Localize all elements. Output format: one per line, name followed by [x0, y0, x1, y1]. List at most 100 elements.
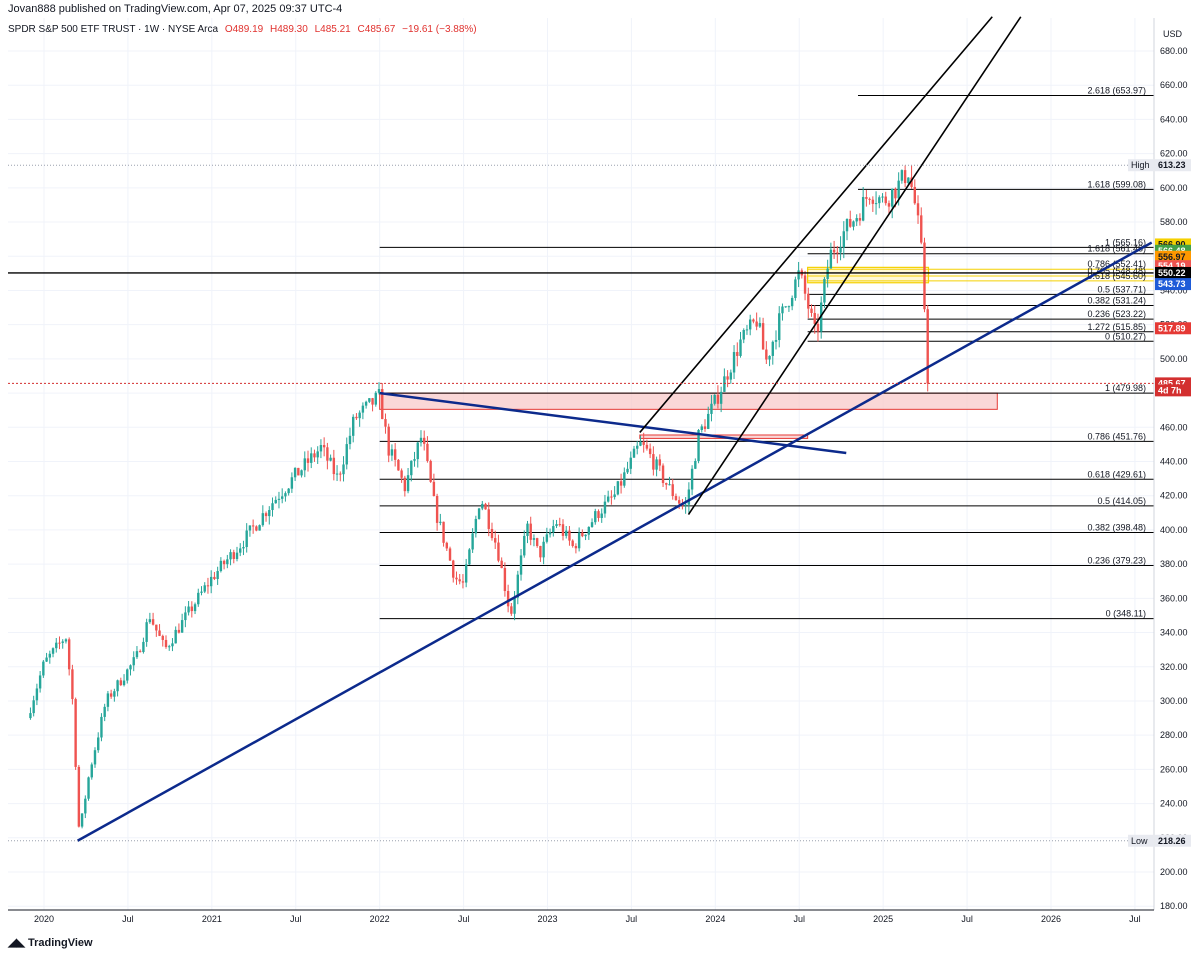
published-text: Jovan888 published on TradingView.com, A… — [8, 3, 343, 15]
price-tick-label: 180.00 — [1160, 901, 1188, 911]
price-tag: 543.73 — [1158, 279, 1186, 289]
candle-body — [510, 606, 513, 614]
candle-body — [923, 242, 926, 310]
candle-body — [464, 564, 468, 583]
candle-body — [765, 349, 768, 360]
price-tag-prefix-bg — [1128, 834, 1154, 847]
candle-body — [29, 713, 32, 719]
candle-body — [268, 510, 271, 517]
candle-body — [823, 278, 826, 303]
candle-body — [891, 188, 894, 207]
candle-body — [584, 534, 587, 537]
fib-label: 0.382 (398.48) — [1087, 523, 1146, 533]
candle-body — [845, 218, 849, 232]
candle-body — [355, 416, 358, 419]
candle-body — [397, 459, 400, 471]
candle-body — [655, 459, 658, 470]
candle-body — [87, 777, 90, 799]
candle-body — [739, 339, 742, 356]
fib-label: 1.272 (515.85) — [1087, 322, 1146, 332]
candle-body — [116, 680, 119, 692]
candle-body — [639, 441, 642, 446]
candle-body — [677, 500, 681, 504]
candle-body — [787, 306, 791, 308]
candle-body — [858, 218, 862, 221]
fib-label: 0.5 (414.05) — [1097, 496, 1146, 506]
candle-body — [852, 221, 855, 227]
candle-body — [548, 532, 552, 535]
candle-body — [803, 275, 807, 294]
price-tick-label: 540.00 — [1160, 285, 1188, 295]
candle-body — [287, 488, 290, 494]
candle-body — [97, 737, 100, 751]
candle-body — [339, 473, 342, 475]
price-tag-prefix: High — [1131, 160, 1150, 170]
candle-body — [142, 641, 145, 652]
candle-body — [878, 197, 881, 204]
candle-body — [345, 444, 348, 465]
fib-label: 0.786 (552.41) — [1087, 259, 1146, 269]
candle-body — [619, 481, 623, 486]
candle-body — [216, 571, 219, 580]
candle-body — [84, 798, 87, 814]
time-tick-label: 2020 — [34, 914, 54, 924]
candle-body — [742, 329, 745, 340]
candle-body — [684, 504, 687, 506]
candle-body — [690, 468, 694, 490]
candle-body — [839, 247, 842, 253]
candle-body — [303, 458, 306, 471]
candle-body — [529, 523, 532, 540]
candle-body — [794, 279, 797, 298]
candle-body — [35, 688, 39, 701]
price-tick-label: 580.00 — [1160, 217, 1188, 227]
candle-body — [829, 249, 833, 269]
candle-body — [313, 453, 316, 458]
fib-label: 1.618 (599.08) — [1087, 179, 1146, 189]
candle-body — [300, 470, 303, 476]
candle-body — [203, 585, 206, 592]
candle-body — [658, 459, 662, 466]
price-tag-bg — [1155, 384, 1191, 397]
candle-body — [342, 464, 345, 475]
candle-body — [652, 454, 655, 470]
candle-body — [674, 496, 678, 501]
candle-body — [516, 574, 520, 598]
candle-body — [894, 188, 897, 199]
time-tick-label: 2024 — [705, 914, 725, 924]
fib-label: 0.705 (548.48) — [1087, 266, 1146, 276]
channel-line — [639, 16, 993, 433]
candle-body — [642, 441, 645, 445]
fib-label: 0.236 (379.23) — [1087, 555, 1146, 565]
candle-body — [316, 451, 319, 458]
price-tag: 485.67 — [1158, 378, 1186, 388]
candle-body — [913, 186, 916, 204]
candle-body — [645, 444, 649, 449]
fib-label: 0.5 (537.71) — [1097, 284, 1146, 294]
candle-body — [348, 435, 352, 445]
candle-body — [784, 306, 787, 308]
candle-body — [138, 651, 142, 653]
candle-body — [842, 231, 845, 248]
symbol-name: SPDR S&P 500 ETF TRUST · 1W · NYSE Arca — [8, 24, 219, 35]
candle-body — [697, 430, 700, 462]
candle-body — [768, 355, 771, 360]
candle-body — [755, 321, 758, 327]
fib-label: 0.382 (531.24) — [1087, 295, 1146, 305]
candle-body — [916, 203, 920, 216]
price-chart[interactable]: 2.618 (653.97)1.618 (599.08)1 (565.16)1.… — [0, 0, 1200, 932]
price-tag-bg — [1155, 159, 1191, 172]
candle-body — [694, 461, 697, 469]
close-value: C485.67 — [357, 24, 396, 35]
candle-body — [910, 177, 913, 187]
candle-body — [135, 651, 139, 658]
tradingview-logo[interactable]: ◢◣ TradingView — [8, 936, 93, 949]
candle-body — [200, 591, 203, 593]
candle-body — [461, 581, 465, 583]
footer — [0, 932, 1200, 956]
time-tick-label: Jul — [1129, 914, 1141, 924]
candle-body — [774, 340, 778, 342]
candle-body — [222, 560, 226, 565]
candle-body — [277, 498, 281, 500]
fib-label: 1 (565.16) — [1105, 237, 1146, 247]
candle-body — [126, 669, 129, 681]
